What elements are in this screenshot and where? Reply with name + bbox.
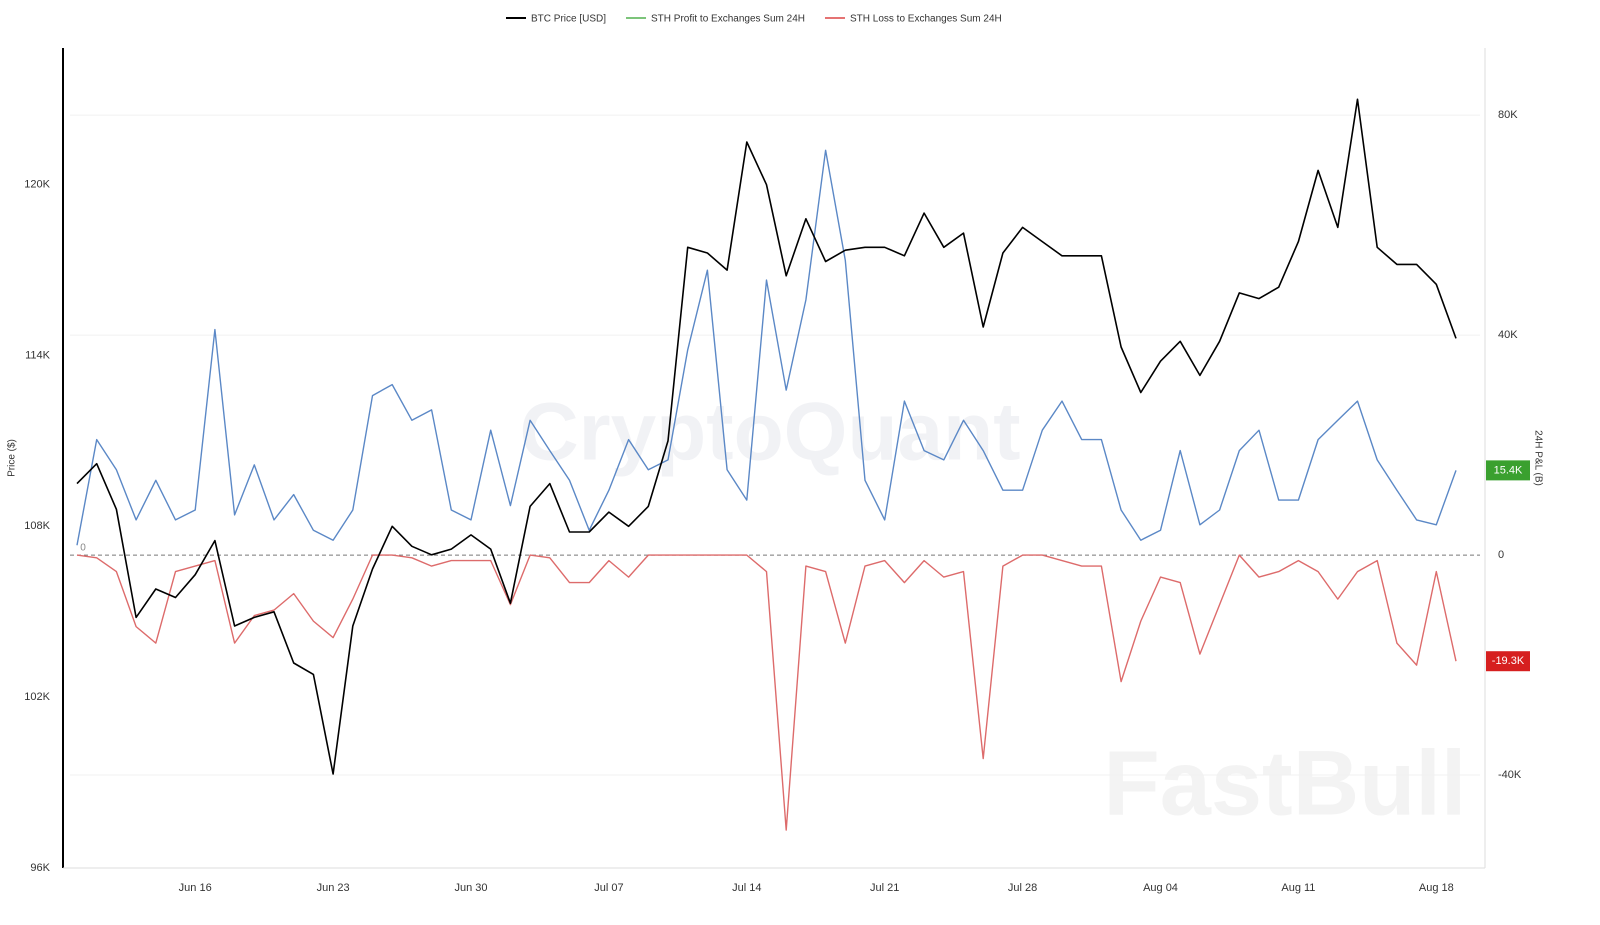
legend-label: STH Profit to Exchanges Sum 24H — [651, 14, 805, 25]
y-axis-title: Price ($) — [7, 439, 18, 477]
legend-label: STH Loss to Exchanges Sum 24H — [850, 14, 1002, 25]
x-tick-label: Jul 21 — [870, 882, 899, 894]
y2-tick-label: 80K — [1498, 109, 1518, 121]
x-tick-label: Aug 18 — [1419, 882, 1454, 894]
y-tick-label: 96K — [30, 862, 50, 874]
series-line — [76, 554, 1457, 831]
x-tick-label: Aug 04 — [1143, 882, 1178, 894]
y2-axis-title: 24H P&L (B) — [1532, 430, 1543, 486]
y-tick-label: 114K — [25, 349, 51, 361]
y2-tick-label: 40K — [1498, 329, 1518, 341]
y2-tick-label: -40K — [1498, 769, 1522, 781]
y-tick-label: 108K — [24, 520, 50, 532]
legend-label: BTC Price [USD] — [531, 14, 606, 25]
x-tick-label: Jun 16 — [179, 882, 212, 894]
value-badge — [1486, 460, 1530, 481]
x-tick-label: Jun 30 — [454, 882, 487, 894]
series-line — [76, 98, 1457, 775]
x-tick-label: Jun 23 — [317, 882, 350, 894]
value-badge — [1486, 651, 1530, 672]
y-tick-label: 102K — [24, 691, 50, 703]
value-label: -19.3K — [1492, 655, 1525, 667]
x-tick-label: Jul 28 — [1008, 882, 1037, 894]
zero-label: 0 — [80, 543, 86, 554]
watermark: FastBull — [1104, 732, 1467, 834]
y2-tick-label: 0 — [1498, 549, 1504, 561]
value-label: 15.4K — [1494, 464, 1523, 476]
series-line — [76, 149, 1457, 546]
watermark: CryptoQuant — [519, 387, 1020, 478]
y-tick-label: 120K — [24, 179, 50, 191]
x-tick-label: Jul 07 — [594, 882, 623, 894]
x-tick-label: Jul 14 — [732, 882, 761, 894]
x-tick-label: Aug 11 — [1281, 882, 1315, 894]
